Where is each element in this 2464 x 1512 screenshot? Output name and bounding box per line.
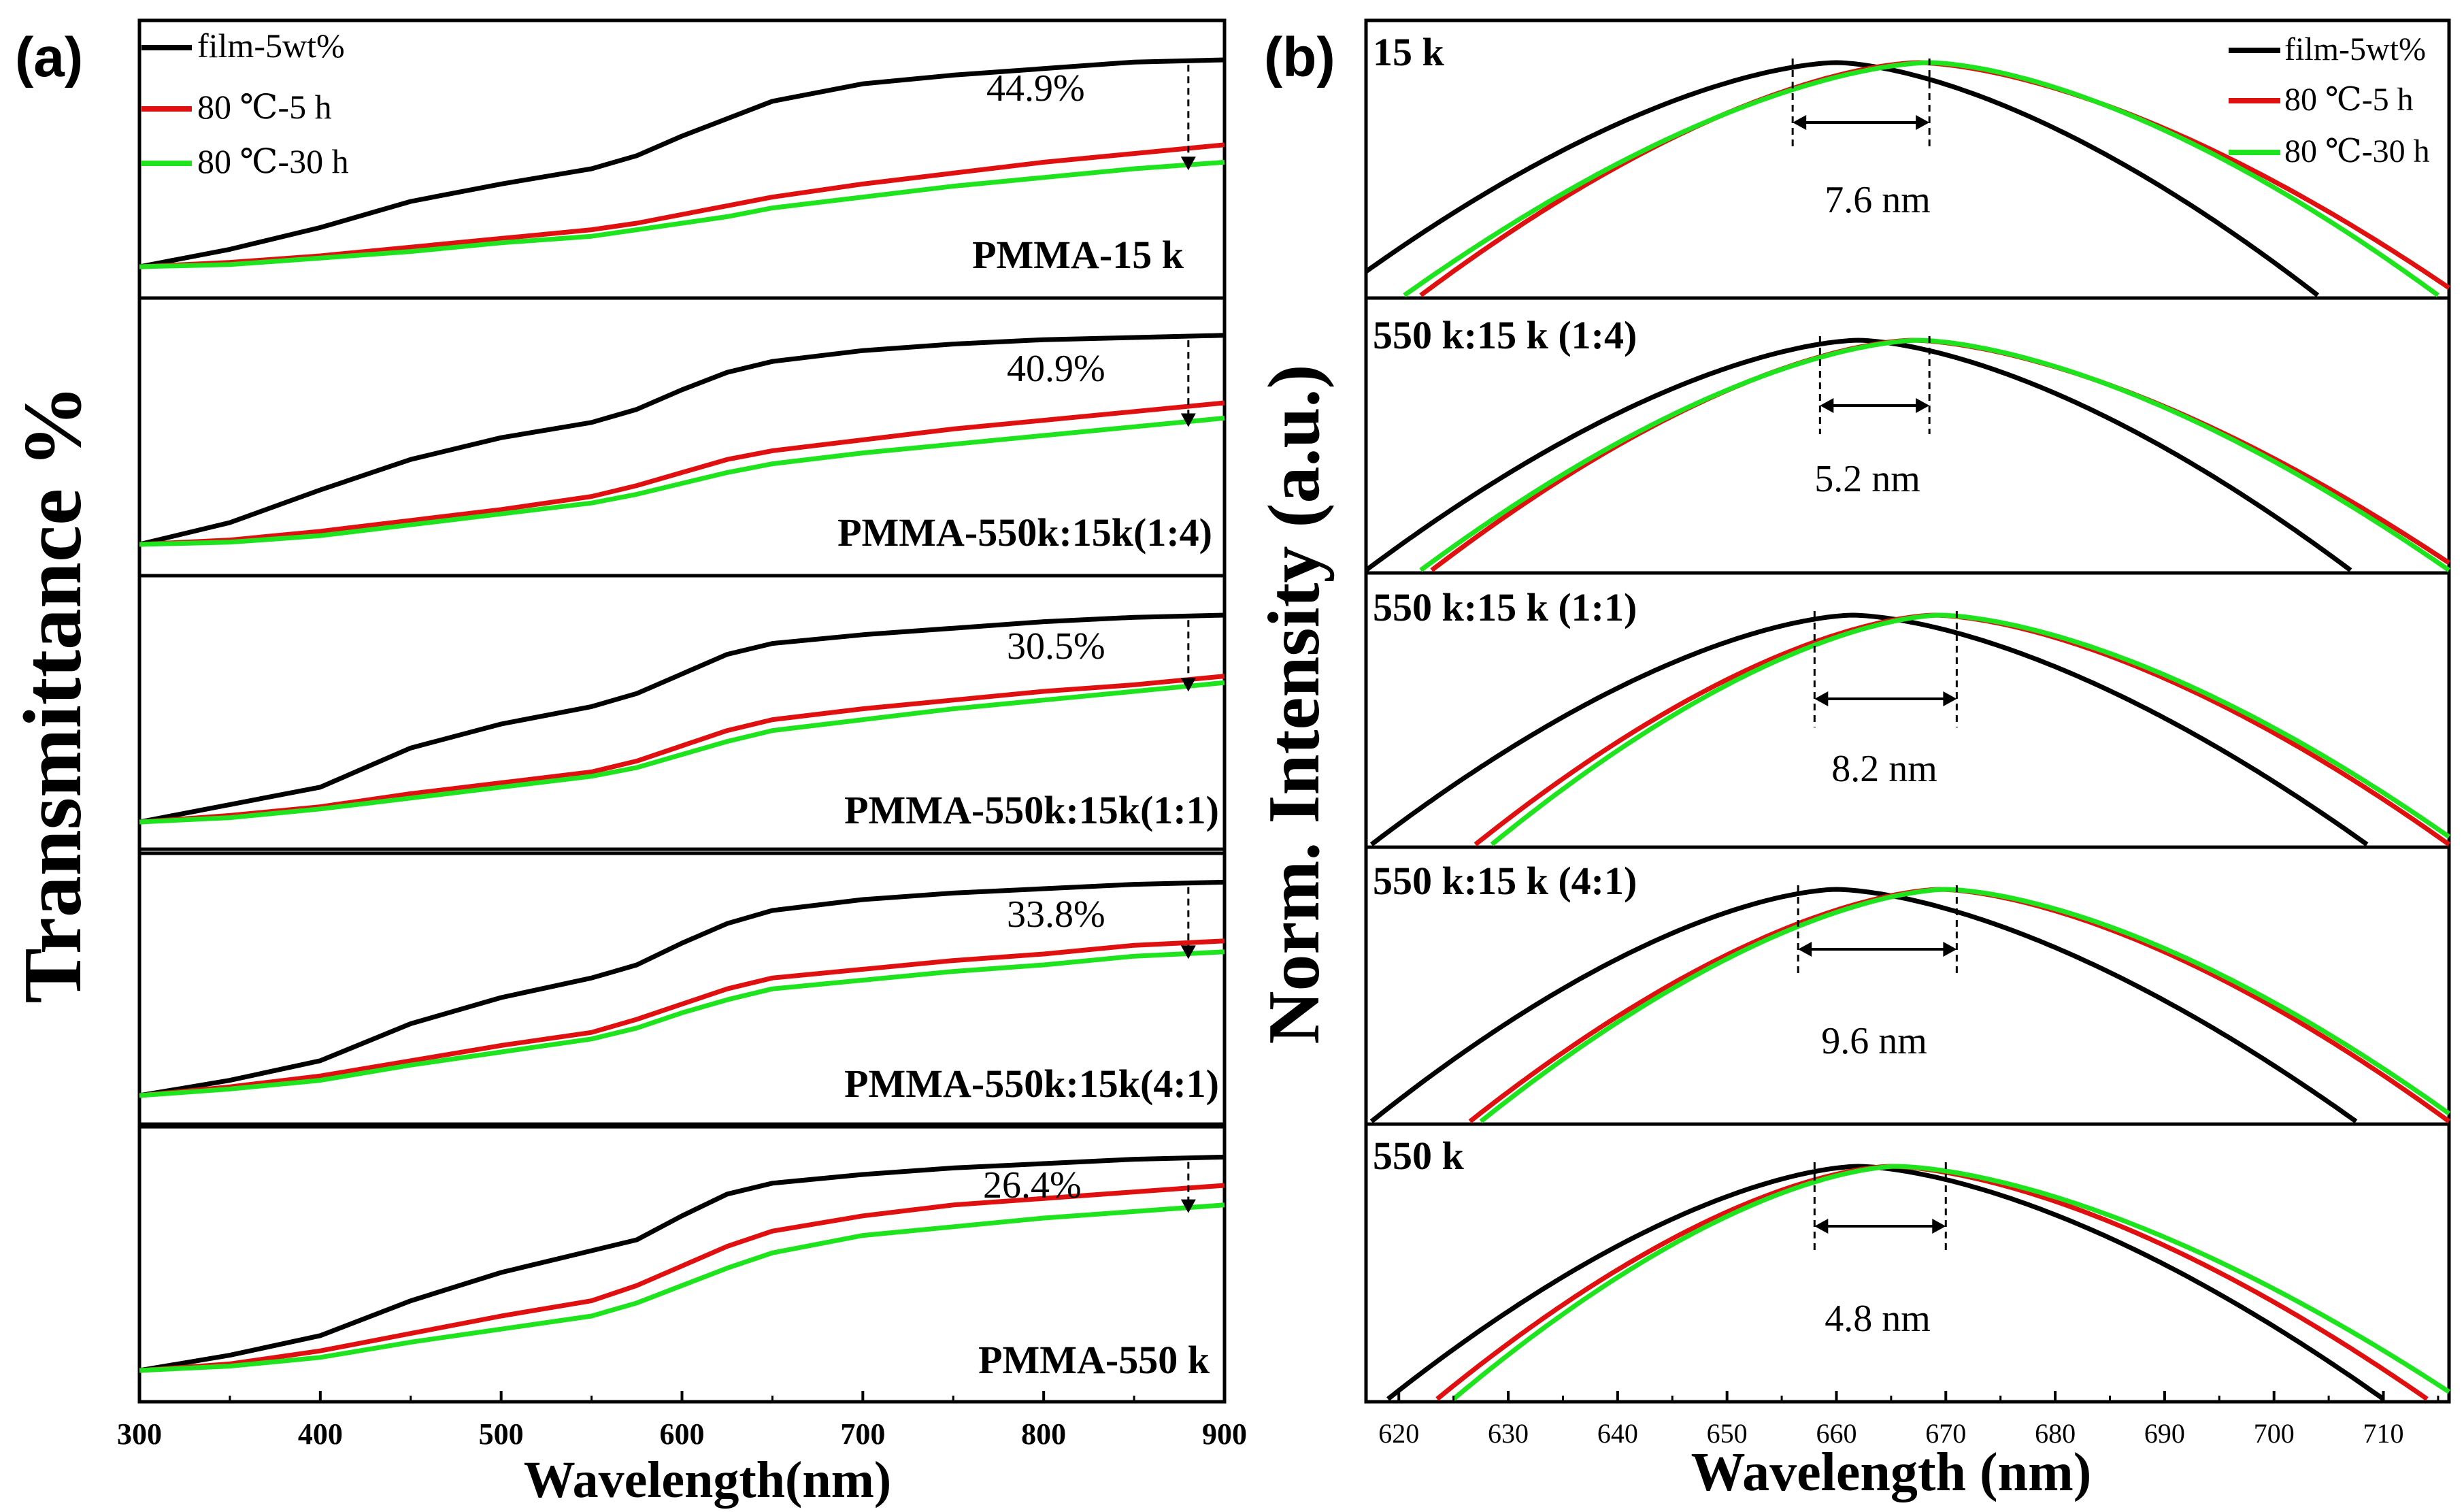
panel-a-drop-arrowhead	[1180, 678, 1196, 692]
panel-a-sample-label-5: PMMA-550 k	[978, 1338, 1210, 1382]
panel-a-series-line	[139, 142, 1225, 269]
panel-b-series-line	[1479, 887, 2451, 1123]
panel-a-series-line	[139, 159, 1225, 269]
panel-a-x-axis-title: Wavelength(nm)	[524, 1451, 891, 1509]
panel-a-drop-arrowhead	[1180, 1199, 1196, 1213]
panel-a-x-tick-label: 600	[660, 1417, 705, 1451]
panel-a-sample-label-1: PMMA-15 k	[972, 233, 1184, 277]
panel-a-series-line	[139, 949, 1225, 1098]
panel-a-label: (a)	[15, 27, 83, 88]
panel-b-shift-arrowhead-right	[1932, 1219, 1946, 1234]
panel-a-sample-label-2: PMMA-550k:15k(1:4)	[837, 510, 1212, 555]
panel-a-drop-label-1: 44.9%	[986, 67, 1085, 110]
panel-b-sample-label-1: 15 k	[1373, 30, 1445, 74]
panel-b-x-tick-label: 640	[1597, 1418, 1638, 1449]
panel-a-series-line	[139, 612, 1225, 825]
axis-ticks: 300 400 500 600 700 800 900 620 630 640 650 660 670 6…	[117, 1391, 2440, 1451]
panel-a-series-line	[139, 938, 1225, 1098]
panel-a-series-line	[139, 879, 1225, 1098]
panel-b-x-tick-label: 670	[1925, 1418, 1966, 1449]
legend-a-30h: 80 ℃-30 h	[197, 142, 349, 180]
panel-a-subplot-frame	[137, 847, 1227, 1129]
panel-b-x-tick-label: 620	[1378, 1418, 1419, 1449]
panel-b-sample-label-3: 550 k:15 k (1:1)	[1373, 585, 1637, 629]
panel-b-shift-arrowhead-left	[1820, 398, 1834, 413]
panel-a-x-tick-label: 400	[298, 1417, 343, 1451]
legend-b-30h: 80 ℃-30 h	[2284, 133, 2430, 169]
legend-b-5h: 80 ℃-5 h	[2284, 82, 2414, 118]
panel-b-series-line	[1403, 60, 2440, 297]
panel-frames	[137, 18, 2451, 1404]
panel-a-drop-label-5: 26.4%	[983, 1164, 1082, 1206]
legend-b-film: film-5wt%	[2284, 31, 2426, 67]
panel-a-series-line	[139, 400, 1225, 547]
panel-b-x-tick-label: 630	[1488, 1418, 1529, 1449]
panel-b-shift-label-5: 4.8 nm	[1825, 1298, 1931, 1340]
panel-b-series-line	[1452, 1164, 2450, 1401]
panel-b-series-line	[1369, 612, 2369, 847]
panel-a-x-tick-label: 700	[840, 1417, 885, 1451]
panel-a-y-axis-title: Transmittance %	[7, 384, 99, 1003]
panel-b-sample-label-4: 550 k:15 k (4:1)	[1373, 859, 1637, 903]
panel-b-series-line	[1364, 338, 2352, 572]
panel-b-shift-arrowhead-right	[1943, 691, 1957, 706]
panel-a-series-line	[139, 680, 1225, 825]
panel-b-shift-arrowhead-left	[1793, 115, 1807, 130]
panel-a-drop-arrowhead	[1180, 945, 1196, 959]
panel-b-series-line	[1364, 60, 2320, 297]
panel-a-series-line	[139, 57, 1225, 269]
panel-b-x-tick-label: 680	[2035, 1418, 2076, 1449]
panel-b-series-line	[1419, 338, 2451, 572]
panel-b-legend: film-5wt% 80 ℃-5 h 80 ℃-30 h	[2229, 31, 2430, 169]
panel-a-series-line	[139, 1183, 1225, 1373]
panel-a-sample-label-3: PMMA-550k:15k(1:1)	[844, 788, 1219, 832]
panel-b-shift-arrowhead-right	[1943, 942, 1957, 957]
chart-curves	[139, 57, 2451, 1401]
panel-a-x-tick-label: 500	[479, 1417, 524, 1451]
panel-a-series-line	[139, 1154, 1225, 1373]
panel-b-x-axis-title: Wavelength (nm)	[1691, 1443, 2092, 1502]
panel-a-x-tick-label: 900	[1202, 1417, 1247, 1451]
panel-b-series-line	[1490, 612, 2451, 847]
panel-b-shift-arrowhead-left	[1798, 942, 1812, 957]
panel-a-subplot-frame	[137, 574, 1227, 855]
panel-a-x-tick-label: 300	[117, 1417, 162, 1451]
panel-a-x-tick-label: 800	[1021, 1417, 1066, 1451]
panel-b-x-tick-label: 710	[2363, 1418, 2404, 1449]
chart-annotations	[1180, 59, 1958, 1255]
panel-b-x-tick-label: 700	[2254, 1418, 2295, 1449]
panel-a-legend: film-5wt% 80 ℃-5 h 80 ℃-30 h	[141, 27, 349, 180]
panel-a-series-line	[139, 1202, 1225, 1373]
panel-a-series-line	[139, 674, 1225, 825]
panel-b-shift-label-3: 8.2 nm	[1831, 748, 1937, 790]
panel-b-x-tick-label: 650	[1707, 1418, 1748, 1449]
panel-b-shift-arrowhead-right	[1916, 398, 1930, 413]
panel-a-drop-arrowhead	[1180, 413, 1196, 427]
panel-b-series-line	[1369, 887, 2358, 1123]
panel-a-drop-label-2: 40.9%	[1007, 348, 1105, 390]
panel-b-shift-label-2: 5.2 nm	[1814, 458, 1920, 500]
panel-b-subplot-frame	[1364, 1122, 2451, 1404]
panel-b-sample-label-2: 550 k:15 k (1:4)	[1373, 313, 1637, 357]
panel-a-drop-label-4: 33.8%	[1007, 893, 1105, 936]
panel-b-sample-label-5: 550 k	[1373, 1134, 1465, 1178]
panel-b-shift-label-4: 9.6 nm	[1821, 1020, 1927, 1062]
panel-a-sample-label-4: PMMA-550k:15k(4:1)	[844, 1062, 1219, 1106]
panel-a-series-line	[139, 415, 1225, 547]
panel-a-drop-label-3: 30.5%	[1007, 625, 1105, 668]
panel-b-shift-arrowhead-left	[1814, 691, 1829, 706]
panel-a-drop-arrowhead	[1180, 157, 1196, 171]
panel-b-x-tick-label: 660	[1816, 1418, 1857, 1449]
panel-b-shift-arrowhead-right	[1916, 115, 1930, 130]
legend-a-5h: 80 ℃-5 h	[197, 88, 332, 126]
panel-a-series-line	[139, 333, 1225, 547]
panel-b-y-axis-title: Norm. Intensity (a.u.)	[1254, 365, 1335, 1045]
panel-b-shift-arrowhead-left	[1814, 1219, 1829, 1234]
panel-b-shift-label-1: 7.6 nm	[1825, 179, 1931, 221]
panel-b-x-tick-label: 690	[2144, 1418, 2185, 1449]
panel-b-label: (b)	[1264, 27, 1335, 88]
legend-a-film: film-5wt%	[197, 27, 345, 65]
